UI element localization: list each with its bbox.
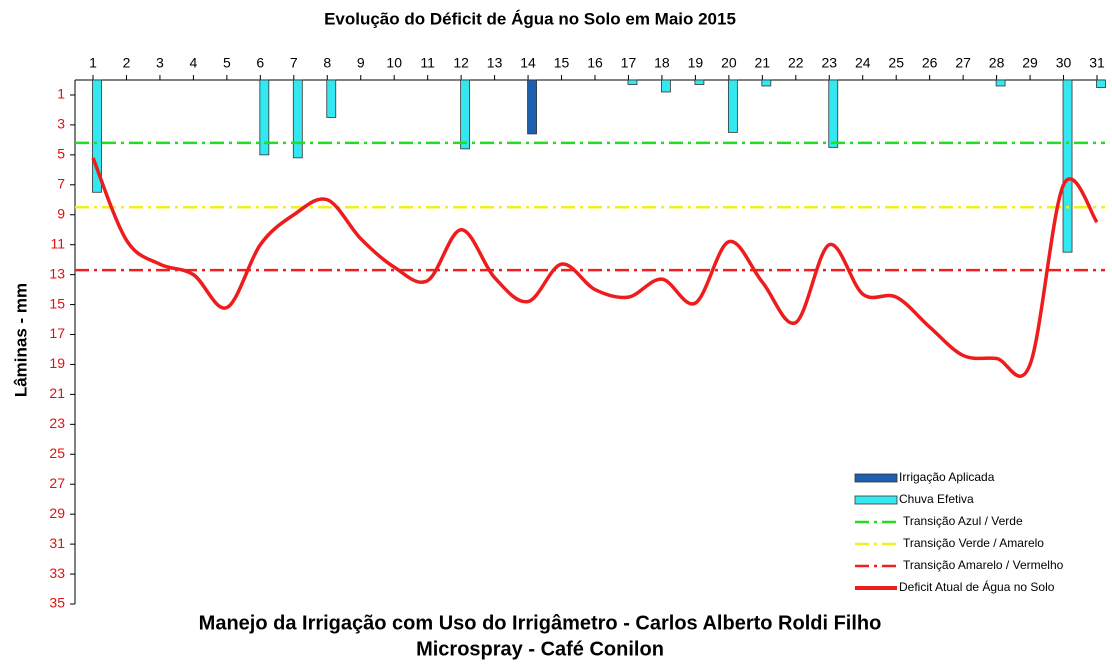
bar — [995, 79, 1006, 87]
bar — [326, 79, 337, 118]
x-tick-label: 27 — [955, 55, 971, 71]
bar — [292, 79, 303, 159]
bar — [761, 79, 772, 87]
y-tick-label: 15 — [49, 295, 65, 311]
x-tick-label: 26 — [922, 55, 938, 71]
x-tick-label: 15 — [554, 55, 570, 71]
deficit-line — [91, 157, 1099, 378]
y-tick-label: 5 — [57, 146, 65, 162]
x-tick-label: 2 — [123, 55, 131, 71]
y-tick-label: 7 — [57, 176, 65, 192]
y-tick-label: 27 — [49, 475, 65, 491]
x-tick-label: 22 — [788, 55, 804, 71]
legend-marker — [854, 473, 898, 483]
y-tick-label: 25 — [49, 445, 65, 461]
bar — [259, 79, 270, 156]
x-tick-label: 12 — [453, 55, 469, 71]
x-tick-label: 31 — [1089, 55, 1105, 71]
legend-label: Deficit Atual de Água no Solo — [899, 579, 1055, 594]
legend-label: Irrigação Aplicada — [899, 470, 995, 484]
y-tick-label: 1 — [57, 86, 65, 102]
x-tick-label: 30 — [1056, 55, 1072, 71]
x-tick-label: 8 — [323, 55, 331, 71]
y-tick-label: 17 — [49, 325, 65, 341]
x-tick-label: 6 — [256, 55, 264, 71]
bar — [1062, 79, 1073, 253]
x-tick-label: 1 — [89, 55, 97, 71]
x-tick-label: 17 — [621, 55, 637, 71]
x-tick-label: 19 — [688, 55, 704, 71]
bar — [727, 79, 738, 133]
y-tick-label: 3 — [57, 116, 65, 132]
footer: Manejo da Irrigação com Uso do Irrigâmet… — [199, 612, 882, 634]
legend-label: Transição Amarelo / Vermelho — [903, 558, 1064, 572]
legend-label: Chuva Efetiva — [899, 492, 974, 506]
x-tick-label: 4 — [190, 55, 198, 71]
x-tick-label: 11 — [420, 55, 435, 71]
bar — [627, 79, 638, 85]
x-tick-label: 10 — [386, 55, 402, 71]
x-tick-label: 7 — [290, 55, 298, 71]
x-tick-label: 21 — [755, 55, 771, 71]
x-tick-label: 16 — [587, 55, 603, 71]
footer: Microspray - Café Conilon — [416, 638, 664, 660]
y-tick-label: 35 — [49, 595, 65, 611]
y-tick-label: 21 — [49, 385, 65, 401]
x-tick-label: 24 — [855, 55, 871, 71]
legend-marker — [854, 495, 898, 505]
x-tick-label: 25 — [888, 55, 904, 71]
x-tick-label: 23 — [821, 55, 837, 71]
x-tick-label: 14 — [520, 55, 536, 71]
bar — [92, 79, 102, 193]
y-tick-label: 33 — [49, 565, 65, 581]
y-tick-label: 9 — [57, 205, 65, 221]
x-tick-label: 9 — [357, 55, 365, 71]
bar — [828, 79, 839, 148]
y-tick-label: 31 — [49, 535, 65, 551]
legend-label: Transição Verde / Amarelo — [903, 536, 1044, 550]
x-tick-label: 3 — [156, 55, 164, 71]
x-tick-label: 13 — [487, 55, 503, 71]
bar — [694, 79, 705, 85]
y-tick-label: 19 — [49, 355, 65, 371]
x-tick-label: 28 — [989, 55, 1005, 71]
x-tick-label: 18 — [654, 55, 670, 71]
chart-title: Evolução do Déficit de Água no Solo em M… — [324, 9, 736, 28]
y-tick-label: 13 — [49, 265, 65, 281]
y-tick-label: 29 — [49, 505, 65, 521]
bar — [661, 79, 671, 93]
x-tick-label: 29 — [1022, 55, 1038, 71]
bar — [1096, 79, 1106, 88]
legend-label: Transição Azul / Verde — [903, 514, 1023, 528]
x-tick-label: 20 — [721, 55, 737, 71]
y-tick-label: 11 — [50, 235, 65, 251]
bar — [460, 79, 471, 150]
y-axis-label: Lâminas - mm — [11, 283, 30, 397]
y-tick-label: 23 — [49, 415, 65, 431]
bar — [527, 79, 537, 135]
x-tick-label: 5 — [223, 55, 231, 71]
